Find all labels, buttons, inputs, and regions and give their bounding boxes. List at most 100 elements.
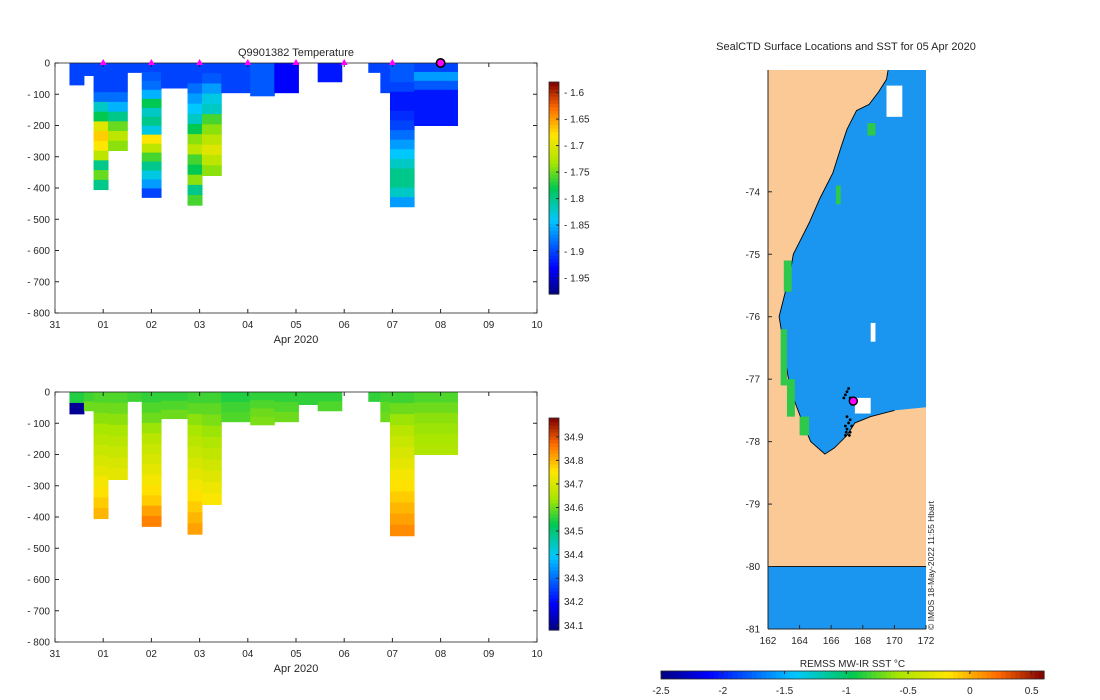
chart0-colorbar-segment-52 [549, 106, 559, 111]
chart1-colorbar-segment-22 [549, 548, 559, 553]
chart1-profile-8-cell-4 [202, 437, 222, 449]
chart2-colorbar-segment-16 [737, 671, 743, 679]
chart0-profile-14-cell-0 [380, 63, 391, 74]
chart0-profile-marker-2 [196, 59, 204, 65]
chart1-colorbar-segment-29 [549, 524, 559, 529]
chart1-profile-2-cell-7 [93, 465, 109, 477]
chart2-track-point-12 [845, 415, 849, 419]
chart0-ytick-label-5: - 500 [27, 215, 50, 226]
chart1-profile-2-cell-9 [93, 486, 109, 498]
chart1-profile-3-cell-5 [108, 446, 128, 459]
chart0-colorbar-segment-29 [549, 188, 559, 193]
chart0-colorbar-segment-47 [549, 124, 559, 129]
chart1-colorbar-segment-52 [549, 442, 559, 447]
chart0-colorbar-segment-32 [549, 177, 559, 182]
chart2-colorbar-label-6: 0.5 [1025, 686, 1039, 697]
chart0-profile-15-cell-2 [389, 82, 415, 93]
chart1-xtick-label-0: 31 [49, 649, 61, 660]
chart0-profile-10-cell-2 [250, 79, 275, 89]
chart0-profile-5-cell-1 [141, 71, 162, 82]
chart0-profile-15-cell-0 [389, 63, 415, 74]
chart0-profile-15-cell-11 [389, 168, 415, 179]
chart1-profile-7-cell-6 [187, 457, 203, 470]
chart0-ytick-label-2: - 200 [27, 121, 50, 132]
chart2-colorbar-segment-7 [694, 671, 700, 679]
chart0-profile-0-cell-1 [69, 73, 85, 86]
chart0-colorbar-segment-35 [549, 166, 559, 171]
chart0-colorbar-segment-37 [549, 159, 559, 164]
chart1-colorbar-segment-0 [549, 626, 559, 631]
chart2-colorbar-segment-78 [1034, 671, 1040, 679]
chart0-profile-5-cell-3 [141, 89, 162, 100]
chart0-profile-5-cell-8 [141, 134, 162, 145]
chart2-ocean-area [779, 70, 926, 455]
chart2-colorbar-segment-1 [665, 671, 672, 679]
chart2-coastal-pixel-5 [867, 123, 876, 136]
chart0-profile-15-cell-6 [389, 120, 415, 131]
chart0-colorbar-segment-12 [549, 248, 559, 253]
chart2-xtick-label-2: 166 [823, 636, 840, 647]
chart2-track-point-14 [844, 430, 848, 434]
chart1-profile-7-cell-11 [187, 512, 203, 524]
chart0-profile-11-cell-1 [274, 72, 299, 84]
chart0-colorbar-segment-42 [549, 142, 559, 147]
chart0-colorbar-segment-13 [549, 244, 559, 249]
chart2-colorbar-segment-35 [828, 671, 834, 679]
chart0-ytick-label-6: - 600 [27, 246, 50, 257]
chart0-profile-0-cell-0 [69, 63, 85, 75]
chart0-colorbar-segment-11 [549, 251, 559, 256]
chart0-colorbar-segment-1 [549, 286, 559, 292]
chart1-profile-17-cell-3 [414, 423, 458, 435]
chart1-profile-3-cell-3 [108, 424, 128, 437]
chart0-ytick-label-4: - 400 [27, 184, 50, 195]
chart0-profile-5-cell-5 [141, 107, 162, 118]
chart1-profile-2-cell-3 [93, 423, 109, 435]
chart2-colorbar-segment-13 [723, 671, 729, 679]
chart1-profile-7-cell-2 [187, 413, 203, 426]
chart0-colorbar-segment-41 [549, 145, 559, 150]
chart1-colorbar-segment-32 [549, 513, 559, 518]
chart2-colorbar-segment-0 [661, 671, 667, 679]
chart0-profile-15-cell-10 [389, 158, 415, 169]
chart0-profile-6-cell-0 [161, 63, 189, 72]
chart0-profile-5-cell-7 [141, 125, 162, 136]
chart0-profile-5-cell-13 [141, 179, 162, 189]
chart1-profile-7-cell-5 [187, 446, 203, 459]
chart1-profile-6-cell-2 [161, 409, 189, 420]
chart1-profile-3-cell-0 [108, 392, 128, 404]
chart0-profile-7-cell-11 [187, 174, 203, 186]
chart2-track-point-0 [845, 390, 849, 394]
chart1-colorbar-segment-49 [549, 453, 559, 458]
chart1-colorbar-label-6: 34.7 [564, 479, 584, 490]
chart0-colorbar-label-4: - 1.8 [564, 194, 584, 205]
chart1-profile-9-cell-0 [221, 392, 251, 403]
chart1-profile-3-cell-1 [108, 402, 128, 415]
chart2-ytick-label-0: -74 [746, 187, 761, 198]
chart0-profile-15-cell-3 [389, 91, 415, 102]
chart0-profile-marker-3 [244, 59, 252, 65]
chart1-profile-0-cell-0 [69, 392, 85, 404]
chart2-ytick-label-2: -76 [746, 312, 761, 323]
chart0-colorbar-segment-19 [549, 223, 559, 228]
chart0-profile-8-cell-3 [202, 93, 222, 105]
chart0-profile-7-cell-3 [187, 93, 203, 105]
chart0-profile-9-cell-1 [221, 72, 251, 84]
chart0-profile-15-cell-12 [389, 178, 415, 189]
chart1-colorbar-segment-2 [549, 619, 559, 624]
chart2-colorbar-segment-28 [795, 671, 801, 679]
chart0-profile-7-cell-0 [187, 63, 203, 74]
chart2-coastal-pixel-4 [799, 416, 810, 436]
chart2-colorbar-segment-46 [881, 671, 887, 679]
chart0-profile-5-cell-2 [141, 80, 162, 91]
chart2-colorbar-segment-8 [699, 671, 705, 679]
chart1-profile-7-cell-0 [187, 392, 203, 404]
chart2-track-point-6 [844, 424, 847, 428]
chart1-colorbar-segment-35 [549, 502, 559, 507]
chart1-colorbar-segment-31 [549, 516, 559, 522]
chart0-profile-2-cell-8 [93, 140, 109, 152]
chart0-xtick-label-10: 10 [531, 320, 543, 331]
chart0-profile-9-cell-0 [221, 63, 251, 74]
chart2-colorbar-segment-40 [852, 671, 858, 679]
chart2-colorbar-segment-34 [823, 671, 830, 679]
chart0-profile-7-cell-6 [187, 123, 203, 135]
